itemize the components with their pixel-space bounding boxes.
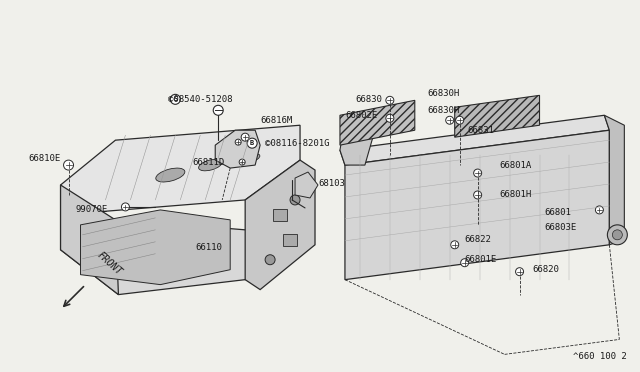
Text: 66801H: 66801H [500, 190, 532, 199]
Text: 66110: 66110 [195, 243, 222, 252]
Text: 66830H: 66830H [428, 106, 460, 115]
Circle shape [451, 241, 459, 249]
Circle shape [63, 160, 74, 170]
Circle shape [595, 206, 604, 214]
Circle shape [474, 191, 482, 199]
Polygon shape [81, 210, 230, 285]
Text: ^660 100 2: ^660 100 2 [573, 352, 627, 361]
Text: 66822: 66822 [465, 235, 492, 244]
Ellipse shape [198, 159, 222, 171]
Circle shape [612, 230, 622, 240]
Circle shape [122, 203, 129, 211]
Polygon shape [295, 172, 318, 198]
Text: 66811D: 66811D [192, 158, 225, 167]
Polygon shape [215, 130, 260, 168]
Circle shape [474, 169, 482, 177]
Polygon shape [340, 100, 415, 145]
Circle shape [247, 138, 257, 148]
Text: 66831: 66831 [468, 126, 495, 135]
Polygon shape [454, 95, 540, 137]
Text: 66801: 66801 [545, 208, 572, 217]
Text: 99070E: 99070E [76, 205, 108, 214]
Polygon shape [245, 160, 315, 290]
Text: ©08116-8201G: ©08116-8201G [265, 139, 330, 148]
Circle shape [516, 268, 524, 276]
Text: 66801E: 66801E [465, 255, 497, 264]
Text: 66802E: 66802E [345, 111, 377, 120]
Text: 66810E: 66810E [29, 154, 61, 163]
Circle shape [456, 116, 464, 124]
Circle shape [235, 139, 241, 145]
Circle shape [386, 96, 394, 104]
Text: 66820: 66820 [532, 265, 559, 274]
Text: 66816M: 66816M [260, 116, 292, 125]
Polygon shape [604, 115, 625, 245]
Polygon shape [345, 130, 609, 280]
Polygon shape [61, 210, 300, 295]
Circle shape [213, 105, 223, 115]
Polygon shape [340, 115, 375, 165]
Circle shape [461, 259, 468, 267]
Circle shape [445, 116, 454, 124]
Bar [283, 234, 297, 246]
Circle shape [241, 133, 249, 141]
Polygon shape [61, 125, 300, 215]
Text: 68103: 68103 [318, 179, 345, 187]
Polygon shape [340, 115, 609, 165]
Text: 66830H: 66830H [428, 89, 460, 98]
Polygon shape [61, 185, 118, 295]
Text: B: B [250, 140, 254, 146]
Circle shape [290, 195, 300, 205]
Bar [273, 209, 287, 221]
Circle shape [386, 114, 394, 122]
Text: S: S [173, 96, 177, 102]
Ellipse shape [241, 154, 260, 163]
Text: 66801A: 66801A [500, 161, 532, 170]
Text: ©08540-51208: ©08540-51208 [168, 95, 233, 104]
Text: 66803E: 66803E [545, 223, 577, 232]
Circle shape [239, 159, 245, 165]
Circle shape [265, 255, 275, 265]
Circle shape [607, 225, 627, 245]
Text: FRONT: FRONT [95, 250, 124, 277]
Ellipse shape [156, 168, 185, 182]
Circle shape [170, 94, 180, 104]
Text: 66830: 66830 [355, 95, 382, 104]
